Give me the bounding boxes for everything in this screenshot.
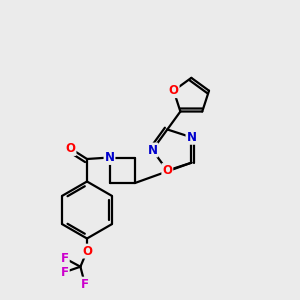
Text: N: N <box>104 151 115 164</box>
Text: O: O <box>65 142 76 155</box>
Text: F: F <box>81 278 89 291</box>
Text: F: F <box>61 266 69 279</box>
Text: N: N <box>147 143 158 157</box>
Text: O: O <box>82 244 92 258</box>
Text: N: N <box>187 131 196 144</box>
Text: F: F <box>61 252 69 265</box>
Text: O: O <box>169 84 178 97</box>
Text: O: O <box>162 164 172 177</box>
